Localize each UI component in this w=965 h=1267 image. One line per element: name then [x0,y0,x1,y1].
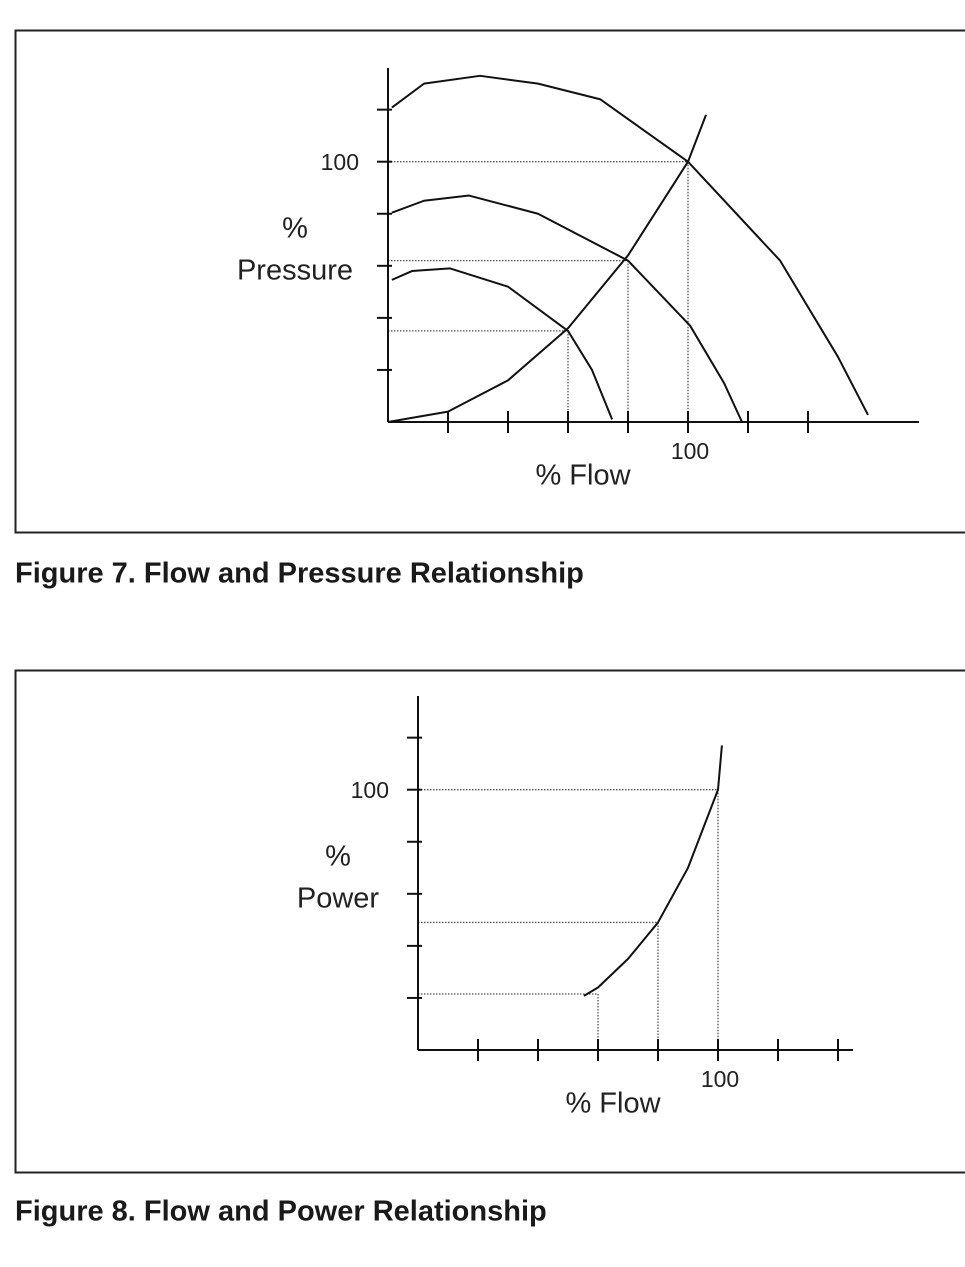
curve [391,74,869,416]
y-tick-label: 100 [351,777,389,803]
y-axis-title: Power [297,883,380,915]
x-tick-label: 100 [701,1066,739,1092]
figure-frame [14,669,965,1174]
guide-line [418,993,599,1050]
x-tick-label: 100 [671,438,709,464]
y-axis-title: Pressure [237,255,353,287]
y-axis-title: % [325,841,351,873]
figure-frame [14,29,965,534]
x-axis-title: % Flow [535,460,631,492]
curve [391,267,614,420]
x-axis-title: % Flow [565,1088,661,1120]
guide-line [388,161,689,422]
figure-caption: Figure 7. Flow and Pressure Relationship [15,558,584,590]
guide-line [418,921,659,1050]
curve [583,745,723,997]
y-tick-label: 100 [321,149,359,175]
curve [387,114,707,423]
y-axis-title: % [282,213,308,245]
guide-line [388,330,569,422]
guide-line [388,259,629,422]
guide-line [418,789,719,1050]
figure-caption: Figure 8. Flow and Power Relationship [15,1196,547,1228]
curve [391,194,743,423]
